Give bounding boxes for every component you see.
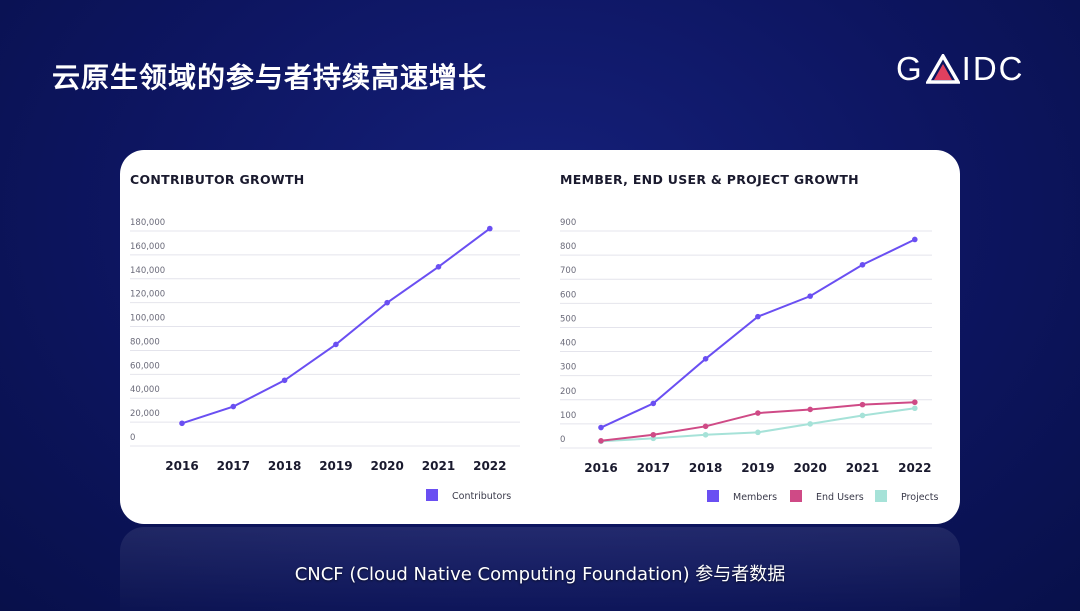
x-tick-label: 2022 — [898, 461, 931, 475]
legend-swatch — [790, 490, 802, 502]
charts-card: CONTRIBUTOR GROWTH MEMBER, END USER & PR… — [120, 150, 960, 524]
y-tick-label: 80,000 — [130, 337, 160, 347]
y-tick-label: 160,000 — [130, 242, 165, 252]
data-point — [859, 412, 866, 419]
x-tick-label: 2021 — [422, 459, 455, 473]
data-point — [333, 341, 339, 348]
y-tick-label: 140,000 — [130, 266, 165, 276]
x-tick-label: 2019 — [319, 459, 352, 473]
data-point — [755, 410, 761, 416]
y-tick-label: 100,000 — [130, 314, 165, 324]
x-tick-label: 2016 — [165, 459, 198, 473]
data-point — [650, 431, 657, 438]
data-point — [755, 313, 761, 320]
x-tick-label: 2017 — [637, 461, 670, 475]
y-tick-label: 60,000 — [130, 361, 160, 371]
y-tick-label: 100 — [560, 411, 576, 421]
card-reflection — [120, 527, 960, 611]
legend-label: Projects — [901, 492, 939, 503]
subtitle-caption: CNCF (Cloud Native Computing Foundation)… — [294, 564, 786, 585]
data-point — [650, 400, 657, 407]
x-tick-label: 2020 — [370, 459, 403, 473]
data-point — [807, 293, 813, 299]
data-point — [230, 403, 237, 410]
y-tick-label: 200 — [560, 387, 576, 397]
legend-label: Contributors — [452, 491, 511, 502]
data-point — [487, 225, 493, 232]
contributor-growth-chart: 0 20,000 40,000 60,000 80,000 100,000 120,000 1… — [130, 218, 520, 502]
chart-title-members: MEMBER, END USER & PROJECT GROWTH — [560, 172, 859, 187]
y-tick-label: 900 — [560, 218, 576, 228]
x-tick-label: 2019 — [741, 461, 774, 475]
data-point — [807, 406, 813, 413]
y-tick-label: 0 — [560, 435, 565, 445]
data-point — [281, 377, 288, 384]
legend-swatch — [875, 490, 887, 502]
legend-swatch — [707, 490, 719, 502]
y-tick-label: 0 — [130, 433, 135, 443]
member-growth-chart: 0 100 200 300 400 500 600 700 800 900 2016 2017 2018… — [560, 218, 939, 503]
logo-text-right: IDC — [961, 50, 1025, 87]
data-point — [859, 261, 866, 268]
data-point — [598, 437, 604, 444]
x-tick-label: 2022 — [473, 459, 506, 473]
x-tick-label: 2017 — [217, 459, 250, 473]
data-point — [702, 356, 709, 362]
data-point — [807, 421, 813, 427]
data-point — [912, 236, 918, 243]
y-tick-label: 20,000 — [130, 409, 160, 419]
logo-triangle-icon — [925, 54, 960, 84]
y-tick-label: 400 — [560, 339, 576, 349]
y-tick-label: 180,000 — [130, 218, 165, 228]
logo-text-left: G — [896, 50, 924, 87]
data-point — [384, 299, 391, 306]
y-tick-label: 500 — [560, 314, 576, 324]
data-point — [598, 424, 604, 431]
y-tick-label: 120,000 — [130, 290, 165, 300]
data-point — [179, 420, 185, 427]
legend-swatch — [426, 489, 438, 501]
legend-label: Members — [733, 492, 777, 503]
data-point — [435, 264, 442, 270]
x-tick-label: 2021 — [846, 461, 879, 475]
x-tick-label: 2018 — [689, 461, 722, 475]
x-tick-label: 2016 — [584, 461, 617, 475]
y-tick-label: 40,000 — [130, 385, 160, 395]
y-tick-label: 600 — [560, 290, 576, 300]
chart-title-contributors: CONTRIBUTOR GROWTH — [130, 172, 305, 187]
gaidc-logo: G IDC — [896, 48, 1025, 90]
x-tick-label: 2018 — [268, 459, 301, 473]
data-point — [912, 399, 918, 406]
data-point — [702, 431, 709, 438]
y-tick-label: 300 — [560, 363, 576, 373]
data-point — [859, 401, 866, 408]
data-point — [755, 429, 761, 436]
legend-label: End Users — [816, 492, 864, 503]
y-tick-label: 700 — [560, 266, 576, 276]
data-point — [912, 405, 918, 412]
x-tick-label: 2020 — [793, 461, 826, 475]
slide-title: 云原生领域的参与者持续高速增长 — [52, 61, 488, 94]
y-tick-label: 800 — [560, 242, 576, 252]
data-point — [702, 423, 709, 430]
